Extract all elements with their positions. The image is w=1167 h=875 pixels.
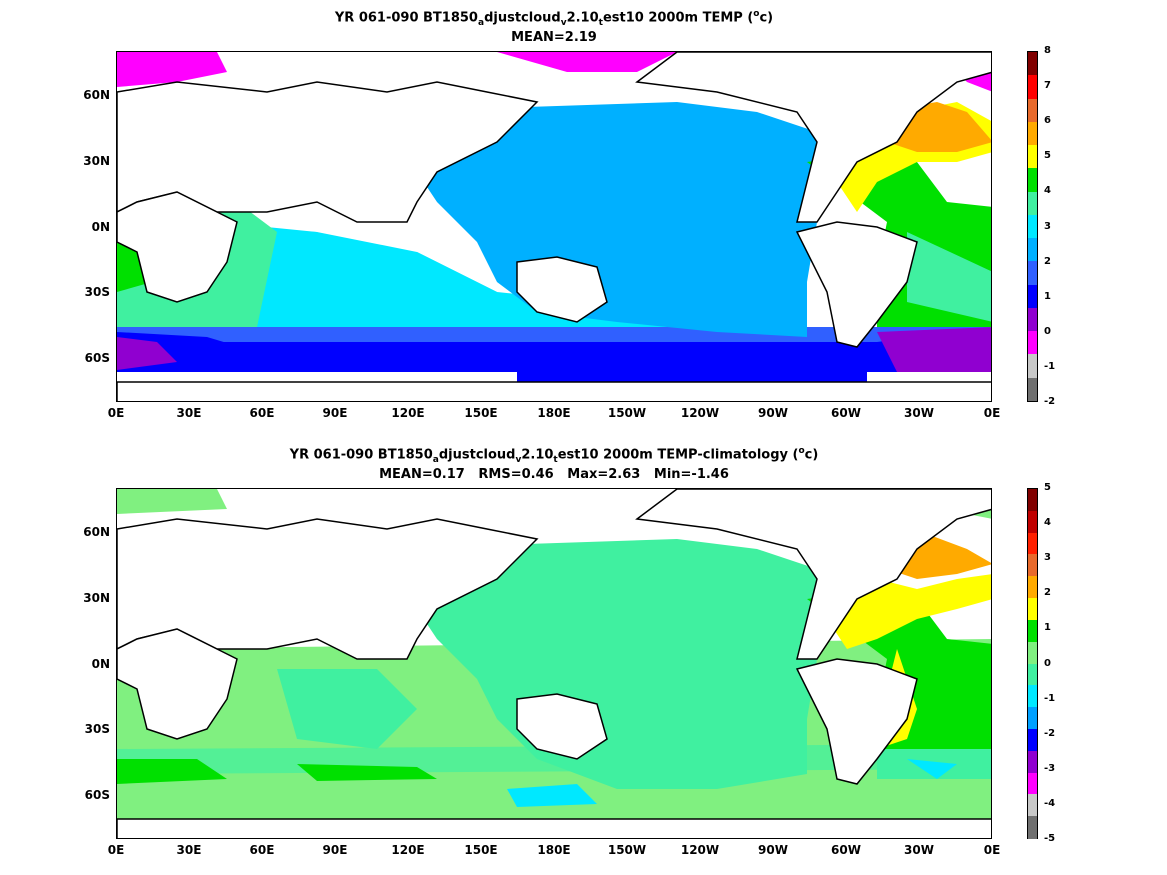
colorbar-segment [1028, 816, 1037, 839]
colorbar-tick-label: 5 [1044, 150, 1051, 162]
y-tick-label: 60S [84, 351, 110, 366]
colorbar-tick-label: -4 [1044, 797, 1056, 809]
y-tick-label: 60N [83, 524, 110, 539]
colorbar-tick-label: 2 [1044, 255, 1051, 267]
x-tick-label: 150E [464, 843, 498, 857]
colorbar-segment [1028, 772, 1037, 795]
x-tick-label: 60E [249, 406, 275, 420]
x-tick-label: 150E [464, 406, 498, 420]
x-tick-label: 30E [176, 843, 202, 857]
colorbar-segment [1028, 238, 1037, 262]
colorbar-tick-label: 3 [1044, 552, 1051, 564]
colorbar-tick-label: 2 [1044, 587, 1051, 599]
colorbar-segment [1028, 377, 1037, 402]
colorbar-tick-label: -3 [1044, 762, 1056, 774]
colorbar-tick-label: -2 [1044, 396, 1056, 407]
x-tick-label: 150W [607, 406, 647, 420]
x-tick-label: 30W [904, 843, 934, 857]
panel2-map [116, 488, 992, 839]
x-tick-label: 150W [607, 843, 647, 857]
panel1-stats: MEAN=2.19 [511, 30, 597, 45]
colorbar-segment [1028, 284, 1037, 309]
x-tick-label: 30W [904, 406, 934, 420]
colorbar-segment [1028, 261, 1037, 286]
y-tick-label: 30N [83, 153, 110, 168]
colorbar-tick-label: 5 [1044, 482, 1051, 493]
colorbar-segment [1028, 750, 1037, 774]
colorbar-segment [1028, 191, 1037, 216]
colorbar-segment [1028, 576, 1037, 599]
x-tick-label: 120W [680, 406, 720, 420]
colorbar-segment [1028, 307, 1037, 332]
colorbar-segment [1028, 121, 1037, 146]
colorbar-tick-label: 8 [1044, 45, 1051, 56]
colorbar-segment [1028, 168, 1037, 193]
colorbar-tick-label: 1 [1044, 290, 1051, 302]
x-tick-label: 90W [758, 406, 788, 420]
panel2-colorbar [1027, 488, 1038, 839]
x-tick-label: 60E [249, 843, 275, 857]
x-tick-label: 180E [537, 843, 571, 857]
x-tick-label: 60W [831, 843, 861, 857]
colorbar-segment [1028, 510, 1037, 534]
colorbar-segment [1028, 794, 1037, 817]
colorbar-segment [1028, 214, 1037, 239]
x-tick-label: 120W [680, 843, 720, 857]
y-tick-label: 30S [84, 285, 110, 300]
y-tick-label: 30S [84, 722, 110, 737]
colorbar-tick-label: 3 [1044, 220, 1051, 232]
x-tick-label: 0E [107, 843, 125, 857]
x-tick-label: 90E [322, 843, 348, 857]
colorbar-segment [1028, 489, 1037, 512]
x-tick-label: 30E [176, 406, 202, 420]
panel2-title: YR 061-090 BT1850adjustcloudv2.10test10 … [289, 446, 819, 465]
y-tick-label: 30N [83, 590, 110, 605]
colorbar-tick-label: -2 [1044, 727, 1056, 739]
panel1-map [116, 51, 992, 402]
colorbar-segment [1028, 75, 1037, 100]
colorbar-tick-label: 0 [1044, 325, 1051, 337]
colorbar-segment [1028, 598, 1037, 621]
x-tick-label: 0E [983, 406, 1001, 420]
colorbar-tick-label: 7 [1044, 80, 1051, 92]
colorbar-tick-label: -1 [1044, 360, 1056, 372]
colorbar-tick-label: 1 [1044, 622, 1051, 634]
x-tick-label: 120E [391, 406, 425, 420]
y-tick-label: 0N [91, 219, 110, 234]
colorbar-segment [1028, 532, 1037, 555]
x-tick-label: 90E [322, 406, 348, 420]
colorbar-segment [1028, 52, 1037, 76]
colorbar-tick-label: -5 [1044, 833, 1056, 844]
panel2-stats: MEAN=0.17 RMS=0.46 Max=2.63 Min=-1.46 [379, 467, 729, 482]
colorbar-segment [1028, 663, 1037, 686]
x-tick-label: 0E [983, 843, 1001, 857]
panel1-title: YR 061-090 BT1850adjustcloudv2.10test10 … [334, 9, 774, 28]
panel1-colorbar [1027, 51, 1038, 402]
x-tick-label: 90W [758, 843, 788, 857]
colorbar-segment [1028, 145, 1037, 169]
y-tick-label: 0N [91, 656, 110, 671]
y-tick-label: 60S [84, 788, 110, 803]
colorbar-segment [1028, 98, 1037, 123]
x-tick-label: 60W [831, 406, 861, 420]
colorbar-segment [1028, 331, 1037, 355]
x-tick-label: 120E [391, 843, 425, 857]
y-tick-label: 60N [83, 87, 110, 102]
colorbar-segment [1028, 354, 1037, 379]
colorbar-segment [1028, 728, 1037, 752]
colorbar-segment [1028, 685, 1037, 708]
x-tick-label: 180E [537, 406, 571, 420]
colorbar-segment [1028, 554, 1037, 577]
colorbar-tick-label: -1 [1044, 692, 1056, 704]
colorbar-tick-label: 4 [1044, 517, 1051, 529]
colorbar-segment [1028, 707, 1037, 730]
colorbar-segment [1028, 619, 1037, 643]
colorbar-tick-label: 4 [1044, 185, 1051, 197]
colorbar-tick-label: 6 [1044, 115, 1051, 127]
x-tick-label: 0E [107, 406, 125, 420]
colorbar-tick-label: 0 [1044, 657, 1051, 669]
colorbar-segment [1028, 641, 1037, 664]
